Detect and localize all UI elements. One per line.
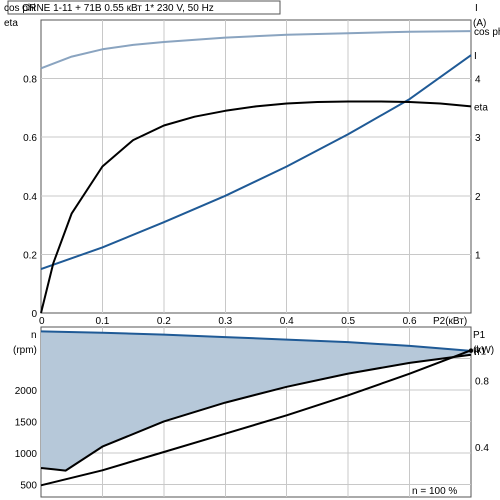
- x-tick-label: 0.4: [280, 316, 294, 327]
- y-right-tick-label: 2: [475, 192, 481, 203]
- x-tick-label: 0.5: [341, 316, 355, 327]
- y-right-label-unit: (A): [473, 18, 486, 29]
- lower-y-left-tick-label: 500: [20, 480, 37, 491]
- upper-ticks: 0 0.1 0.2 0.3 0.4 0.5 0.6 0 0.2 0.4 0.6 0.8 1 2 3 4: [23, 75, 481, 327]
- y-left-tick-label: 0.8: [23, 75, 37, 86]
- lower-series-line-1: [40, 353, 472, 472]
- lower-y-right-tick-label: 0.8: [475, 376, 489, 387]
- y-right-tick-label: 3: [475, 133, 481, 144]
- lower-series-label-n: n: [474, 347, 480, 358]
- x-tick-label: 0.2: [157, 316, 171, 327]
- series-end-marker: [469, 348, 473, 353]
- lower-y-left-tick-label: 1500: [15, 417, 38, 428]
- series-line-I: [40, 54, 472, 271]
- lower-plot: nP1 n (rpm) P1 (kW) n = 100 % 5001000150…: [13, 326, 494, 498]
- y-right-label-p1: P1: [473, 330, 486, 341]
- upper-frame: [40, 19, 472, 314]
- y-left-label-eta: eta: [4, 18, 18, 29]
- lower-series-line-0: [40, 330, 472, 352]
- lower-y-left-tick-label: 2000: [15, 386, 38, 397]
- series-line-eta: [40, 100, 472, 314]
- y-left-label-n: n: [31, 330, 37, 341]
- y-right-label-i: I: [475, 3, 478, 14]
- series-label-eta: eta: [474, 102, 488, 113]
- upper-grid: [41, 20, 471, 313]
- y-left-tick-label: 0.4: [23, 192, 37, 203]
- speed-range-area: [41, 331, 471, 471]
- x-tick-label: 0: [39, 316, 45, 327]
- y-left-label-rpm: (rpm): [13, 345, 37, 356]
- series-label-I: I: [474, 51, 477, 62]
- y-right-tick-label: 1: [475, 250, 481, 261]
- chart-title: CRNE 1-11 + 71B 0.55 кВт 1* 230 V, 50 Hz: [22, 3, 214, 14]
- lower-series: nP1: [40, 330, 487, 487]
- lower-ticks: 500 1000 1500 2000 0.4 0.8: [15, 376, 490, 491]
- y-right-tick-label: 4: [475, 75, 481, 86]
- y-left-tick-label: 0.2: [23, 250, 37, 261]
- x-note-n100: n = 100 %: [412, 486, 457, 497]
- x-axis-label: P2(кВт): [433, 316, 467, 327]
- title-box: [7, 0, 281, 15]
- lower-series-line-2: [40, 349, 472, 487]
- lower-series-label-P1: P1: [474, 346, 487, 357]
- series-line-cos-phi: [40, 30, 472, 70]
- y-left-label-cosphi: cos phi: [4, 3, 36, 14]
- series-label-cos-phi: cos phi: [474, 27, 500, 38]
- lower-y-right-tick-label: 0.4: [475, 443, 489, 454]
- y-left-tick-label: 0.6: [23, 133, 37, 144]
- lower-y-left-tick-label: 1000: [15, 449, 38, 460]
- y-right-label-kw: (kW): [473, 345, 494, 356]
- x-tick-label: 0.1: [95, 316, 109, 327]
- x-tick-label: 0.6: [403, 316, 417, 327]
- x-tick-label: 0.3: [218, 316, 232, 327]
- y-left-tick-label: 0: [31, 309, 37, 320]
